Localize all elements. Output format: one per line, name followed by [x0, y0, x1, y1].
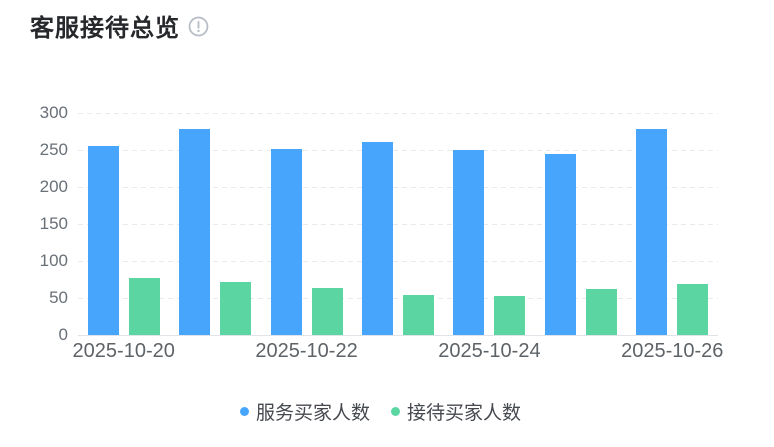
bar-group-2025-10-26	[627, 113, 718, 335]
bar-group-2025-10-21	[169, 113, 260, 335]
chart-legend: 服务买家人数 接待买家人数	[240, 398, 521, 425]
bar-received-2025-10-23[interactable]	[402, 295, 434, 335]
info-icon[interactable]	[188, 16, 209, 37]
bar-group-2025-10-23	[352, 113, 443, 335]
bar-received-2025-10-24[interactable]	[494, 295, 526, 335]
x-axis-tick-label: 2025-10-20	[72, 340, 175, 362]
x-axis-tick-label: 2025-10-24	[438, 340, 541, 362]
bar-group-2025-10-22	[261, 113, 352, 335]
legend-label-served-buyers: 服务买家人数	[256, 403, 371, 424]
bar-received-2025-10-25[interactable]	[585, 289, 617, 335]
bar-served-2025-10-22[interactable]	[270, 148, 302, 335]
gridline	[78, 297, 718, 299]
legend-item-served-buyers[interactable]: 服务买家人数	[240, 398, 370, 425]
gridline	[78, 112, 718, 114]
gridline	[78, 260, 718, 262]
y-axis-tick-label: 200	[39, 177, 68, 196]
bar-served-2025-10-23[interactable]	[361, 141, 393, 335]
bar-group-2025-10-20	[78, 113, 169, 335]
y-axis-tick-label: 50	[49, 288, 68, 307]
bar-received-2025-10-26[interactable]	[677, 283, 709, 335]
gridline	[78, 223, 718, 225]
bar-served-2025-10-24[interactable]	[453, 150, 485, 335]
page-header: 客服接待总览	[30, 8, 209, 43]
bar-served-2025-10-20[interactable]	[87, 145, 119, 335]
y-axis-tick-label: 250	[39, 140, 68, 159]
y-axis-tick-label: 0	[58, 325, 68, 344]
gridline	[78, 149, 718, 151]
plot-area	[78, 112, 718, 336]
bar-served-2025-10-21[interactable]	[179, 128, 211, 335]
gridline	[78, 186, 718, 188]
legend-item-received-buyers[interactable]: 接待买家人数	[391, 398, 521, 425]
bar-received-2025-10-20[interactable]	[128, 278, 160, 335]
x-axis-tick-label: 2025-10-22	[255, 340, 358, 362]
bar-group-2025-10-25	[535, 113, 626, 335]
bar-served-2025-10-26[interactable]	[636, 128, 668, 335]
bar-group-2025-10-24	[444, 113, 535, 335]
x-axis-tick-label: 2025-10-26	[621, 340, 724, 362]
legend-label-received-buyers: 接待买家人数	[407, 403, 522, 424]
legend-dot-blue-icon	[240, 407, 249, 416]
legend-dot-green-icon	[391, 407, 401, 416]
bar-received-2025-10-22[interactable]	[311, 287, 343, 335]
bar-served-2025-10-25[interactable]	[544, 153, 576, 335]
page-title: 客服接待总览	[30, 15, 180, 42]
y-axis-tick-label: 100	[39, 251, 68, 270]
x-axis-line	[78, 334, 718, 336]
y-axis-tick-label: 150	[39, 214, 68, 233]
bar-received-2025-10-21[interactable]	[220, 281, 252, 335]
y-axis-tick-label: 300	[39, 103, 68, 122]
